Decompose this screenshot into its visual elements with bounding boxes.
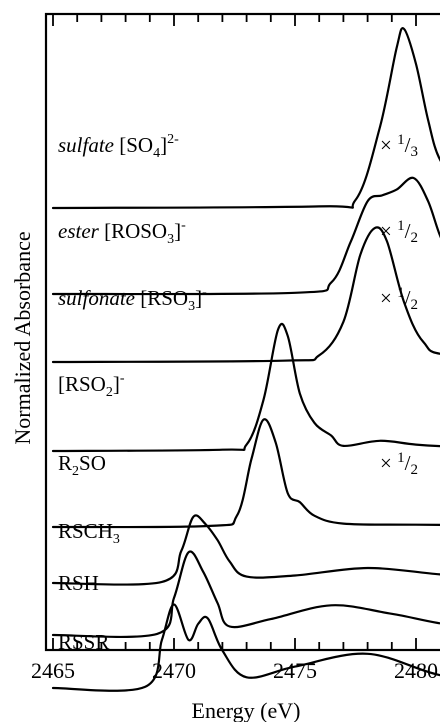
plot-frame — [44, 12, 440, 652]
series-label: R2SO — [58, 451, 106, 479]
series-label-main: R — [58, 451, 72, 475]
series-label-tail: ] — [160, 133, 167, 157]
series-label-tail: ] — [195, 286, 202, 310]
spectrum-curve — [51, 514, 440, 586]
scale-slash: / — [405, 219, 411, 243]
series-label: sulfonate [RSO3]- — [58, 285, 207, 314]
series-label: [RSO2]- — [58, 371, 125, 400]
axis-ticks — [52, 14, 417, 650]
series-label-italic: sulfate — [58, 133, 114, 157]
series-label: RSCH3 — [58, 519, 120, 547]
scale-times: × — [380, 219, 397, 243]
scale-factor-label: × 1/2 — [380, 218, 418, 246]
spectra-curves — [51, 27, 440, 692]
scale-denominator: 2 — [410, 230, 418, 246]
series-label-italic: sulfonate — [58, 286, 135, 310]
scale-numerator: 1 — [397, 285, 405, 301]
scale-factor-label: × 1/3 — [380, 132, 418, 160]
series-label-sub: 3 — [113, 532, 120, 547]
series-label-main: RSCH — [58, 519, 113, 543]
series-label-italic: ester — [58, 219, 100, 243]
spectrum-curve — [51, 27, 440, 210]
x-axis-label: Energy (eV) — [192, 698, 301, 722]
series-labels: sulfate [SO4]2-ester [ROSO3]-sulfonate [… — [58, 132, 207, 654]
spectrum-curve — [51, 550, 440, 639]
spectrum-curve — [51, 603, 440, 692]
series-label-sub: 4 — [153, 146, 160, 161]
series-label-main: [ROSO — [104, 219, 167, 243]
series-label-sub: 3 — [167, 232, 174, 247]
scale-numerator: 1 — [397, 450, 405, 466]
series-label-sub: 2 — [72, 464, 79, 479]
series-label-main: RSSR — [58, 630, 109, 654]
series-label-main: [RSO — [58, 372, 106, 396]
scale-denominator: 3 — [410, 144, 418, 160]
spectrum-curve — [51, 176, 440, 296]
series-label: RSSR — [58, 630, 109, 654]
series-label-tail: ] — [174, 219, 181, 243]
spectrum-curve — [51, 418, 440, 529]
x-tick-label: 2465 — [31, 658, 75, 683]
series-label-sup: - — [120, 371, 125, 386]
series-label: ester [ROSO3]- — [58, 218, 186, 247]
series-label-sup: - — [181, 218, 186, 233]
scale-slash: / — [405, 451, 411, 475]
scale-numerator: 1 — [397, 132, 405, 148]
series-label-sup: 2- — [167, 132, 179, 147]
scale-times: × — [380, 133, 397, 157]
spectrum-curve — [51, 226, 440, 364]
series-label-sup: - — [202, 285, 207, 300]
scale-times: × — [380, 451, 397, 475]
series-label-main: [SO — [119, 133, 153, 157]
series-label-sub: 2 — [106, 385, 113, 400]
y-axis-label: Normalized Absorbance — [10, 231, 35, 444]
series-label-main: [RSO — [140, 286, 188, 310]
scale-denominator: 2 — [410, 297, 418, 313]
spectrum-curve — [51, 322, 440, 453]
series-label: sulfate [SO4]2- — [58, 132, 179, 161]
scale-slash: / — [405, 286, 411, 310]
scale-factor-label: × 1/2 — [380, 285, 418, 313]
series-label-tail: SO — [79, 451, 106, 475]
scale-times: × — [380, 286, 397, 310]
series-label-main: RSH — [58, 571, 99, 595]
scale-slash: / — [405, 133, 411, 157]
scale-denominator: 2 — [410, 462, 418, 478]
scale-factor-labels: × 1/3× 1/2× 1/2× 1/2 — [380, 132, 418, 478]
series-label: RSH — [58, 571, 99, 595]
series-label-sub: 3 — [188, 299, 195, 314]
scale-numerator: 1 — [397, 218, 405, 234]
series-label-tail: ] — [113, 372, 120, 396]
scale-factor-label: × 1/2 — [380, 450, 418, 478]
